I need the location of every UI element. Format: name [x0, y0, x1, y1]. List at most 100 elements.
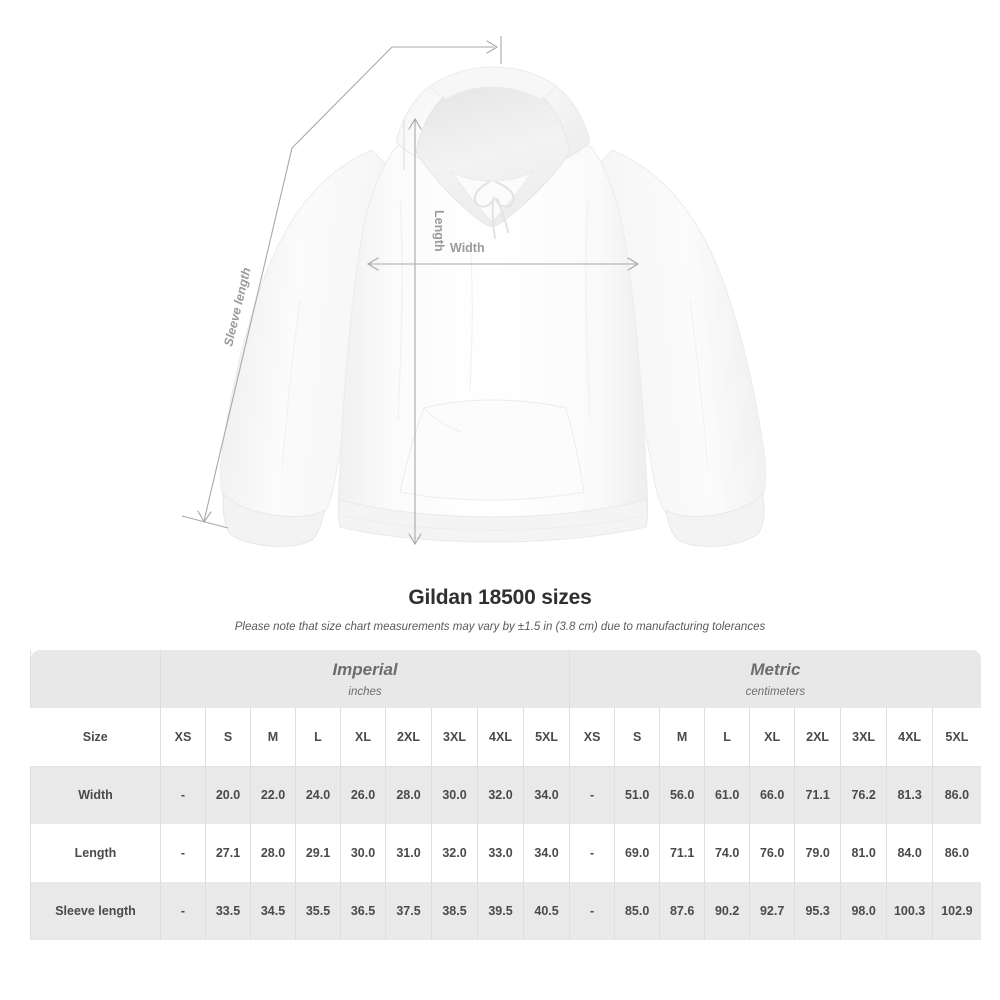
sleeve-met-7: 100.3 — [886, 882, 933, 940]
heading-block: Gildan 18500 sizes Please note that size… — [0, 570, 1000, 633]
garment-illustration: Length Width Sleeve length — [181, 36, 767, 548]
size-cell-met-8: 5XL — [932, 708, 981, 767]
size-cell-imp-2: M — [250, 708, 296, 767]
width-imp-0: - — [160, 766, 206, 824]
size-cell-imp-3: L — [295, 708, 341, 767]
sleeve-imp-2: 34.5 — [250, 882, 296, 940]
width-imp-4: 26.0 — [340, 766, 386, 824]
width-label: Width — [450, 241, 485, 255]
sleeve-imp-0: - — [160, 882, 206, 940]
length-met-7: 84.0 — [886, 824, 933, 882]
size-cell-met-7: 4XL — [886, 708, 933, 767]
row-label-sleeve-length: Sleeve length — [30, 882, 161, 940]
banner-spacer — [30, 650, 161, 708]
size-table-wrapper: Imperial inches Metric centimeters Size … — [0, 650, 1000, 940]
size-cell-met-6: 3XL — [840, 708, 887, 767]
width-met-5: 71.1 — [794, 766, 841, 824]
length-imp-2: 28.0 — [250, 824, 296, 882]
tolerance-note: Please note that size chart measurements… — [234, 621, 766, 633]
sleeve-met-8: 102.9 — [932, 882, 981, 940]
width-met-8: 86.0 — [932, 766, 981, 824]
sleeve-imp-4: 36.5 — [340, 882, 386, 940]
length-met-0: - — [569, 824, 615, 882]
width-met-2: 56.0 — [659, 766, 705, 824]
sleeve-met-0: - — [569, 882, 615, 940]
width-met-0: - — [569, 766, 615, 824]
width-met-1: 51.0 — [614, 766, 660, 824]
width-imp-1: 20.0 — [205, 766, 251, 824]
sleeve-met-6: 98.0 — [840, 882, 887, 940]
length-label: Length — [432, 210, 446, 252]
width-dimension-line — [366, 257, 640, 271]
size-cell-imp-8: 5XL — [522, 708, 570, 767]
table-row: Length - 27.1 28.0 29.1 30.0 31.0 32.0 3… — [30, 824, 981, 882]
length-met-1: 69.0 — [614, 824, 660, 882]
width-met-4: 66.0 — [749, 766, 795, 824]
sleeve-imp-6: 38.5 — [431, 882, 478, 940]
length-imp-5: 31.0 — [385, 824, 432, 882]
width-imp-3: 24.0 — [295, 766, 341, 824]
length-met-5: 79.0 — [794, 824, 841, 882]
sleeve-imp-5: 37.5 — [385, 882, 432, 940]
size-cell-imp-6: 3XL — [431, 708, 478, 767]
length-met-2: 71.1 — [659, 824, 705, 882]
sleeve-met-3: 90.2 — [704, 882, 750, 940]
size-cell-imp-7: 4XL — [477, 708, 524, 767]
width-met-7: 81.3 — [886, 766, 933, 824]
width-imp-7: 32.0 — [477, 766, 524, 824]
hoodie-graphic — [219, 66, 767, 548]
width-met-3: 61.0 — [704, 766, 750, 824]
sleeve-imp-7: 39.5 — [477, 882, 524, 940]
length-imp-4: 30.0 — [340, 824, 386, 882]
size-cell-imp-0: XS — [160, 708, 206, 767]
sleeve-length-dimension-line — [181, 36, 502, 529]
size-cell-met-4: XL — [749, 708, 795, 767]
width-imp-6: 30.0 — [431, 766, 478, 824]
size-cell-imp-1: S — [205, 708, 251, 767]
table-row: Sleeve length - 33.5 34.5 35.5 36.5 37.5… — [30, 882, 981, 940]
metric-unit-name: Metric — [750, 660, 801, 679]
length-met-4: 76.0 — [749, 824, 795, 882]
size-header-label: Size — [30, 708, 161, 767]
metric-banner: Metric centimeters — [569, 650, 981, 708]
sleeve-imp-8: 40.5 — [522, 882, 570, 940]
length-imp-0: - — [160, 824, 206, 882]
measurement-annotations — [181, 36, 640, 546]
size-header-row: Size XS S M L XL 2XL 3XL 4XL 5XL XS S M … — [30, 708, 981, 767]
width-imp-5: 28.0 — [385, 766, 432, 824]
width-imp-8: 34.0 — [522, 766, 570, 824]
unit-banner-row: Imperial inches Metric centimeters — [30, 650, 981, 708]
size-cell-met-1: S — [614, 708, 660, 767]
row-label-length: Length — [30, 824, 161, 882]
imperial-unit-sub: inches — [348, 686, 382, 698]
page-title: Gildan 18500 sizes — [408, 586, 592, 609]
sleeve-imp-1: 33.5 — [205, 882, 251, 940]
width-met-6: 76.2 — [840, 766, 887, 824]
length-imp-6: 32.0 — [431, 824, 478, 882]
width-imp-2: 22.0 — [250, 766, 296, 824]
size-cell-met-5: 2XL — [794, 708, 841, 767]
size-cell-imp-4: XL — [340, 708, 386, 767]
sleeve-met-5: 95.3 — [794, 882, 841, 940]
length-imp-3: 29.1 — [295, 824, 341, 882]
row-label-width: Width — [30, 766, 161, 824]
sleeve-met-1: 85.0 — [614, 882, 660, 940]
metric-unit-sub: centimeters — [745, 686, 806, 698]
length-met-8: 86.0 — [932, 824, 981, 882]
size-cell-met-3: L — [704, 708, 750, 767]
size-cell-met-2: M — [659, 708, 705, 767]
length-dimension-line — [408, 117, 422, 546]
length-imp-1: 27.1 — [205, 824, 251, 882]
length-imp-8: 34.0 — [522, 824, 570, 882]
sleeve-met-4: 92.7 — [749, 882, 795, 940]
length-met-3: 74.0 — [704, 824, 750, 882]
size-cell-imp-5: 2XL — [385, 708, 432, 767]
sleeve-met-2: 87.6 — [659, 882, 705, 940]
length-imp-7: 33.0 — [477, 824, 524, 882]
size-cell-met-0: XS — [569, 708, 615, 767]
imperial-banner: Imperial inches — [159, 650, 570, 708]
imperial-unit-name: Imperial — [332, 660, 398, 679]
length-met-6: 81.0 — [840, 824, 887, 882]
table-row: Width - 20.0 22.0 24.0 26.0 28.0 30.0 32… — [30, 766, 981, 824]
